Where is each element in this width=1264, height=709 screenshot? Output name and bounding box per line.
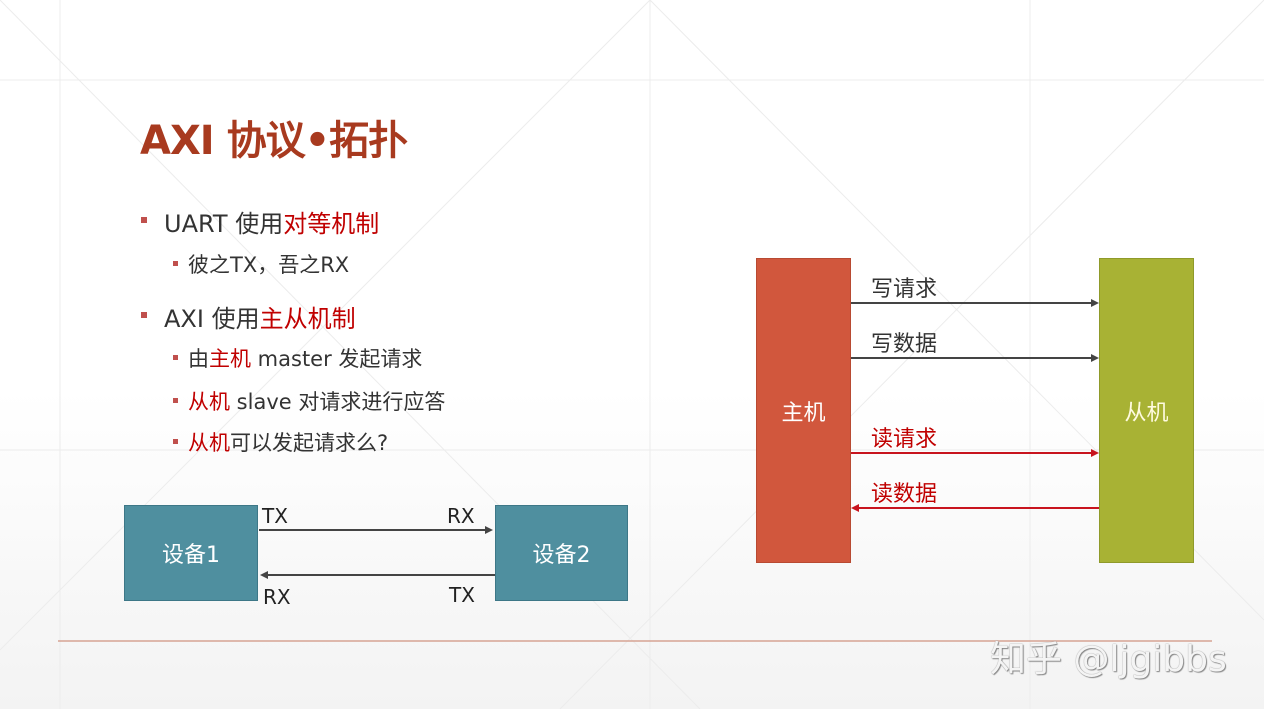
label-rx-left: RX [263, 585, 291, 609]
text: UART 使用 [164, 210, 284, 238]
device-2-box: 设备2 [495, 505, 628, 601]
bullet-icon [173, 439, 178, 444]
highlight: 对等机制 [283, 210, 380, 238]
arrowhead [851, 504, 859, 512]
bullet-axi: AXI 使用主从机制 [164, 299, 356, 334]
bullet-icon [173, 261, 178, 266]
label-rx-right: RX [447, 504, 475, 528]
bullet-slave: 从机 slave 对请求进行应答 [188, 386, 445, 416]
arrowhead [1091, 449, 1099, 457]
slave-box: 从机 [1099, 258, 1194, 563]
bullet-question: 从机可以发起请求么? [188, 427, 388, 457]
label-read-data: 读数据 [871, 482, 938, 507]
bullet-icon [173, 355, 178, 360]
text: AXI 使用 [164, 305, 260, 333]
text: 由 [188, 347, 209, 371]
arrowhead [260, 571, 268, 579]
highlight: 从机 [188, 431, 230, 455]
device-1-box: 设备1 [124, 505, 258, 601]
text: 可以发起请求么? [230, 431, 389, 455]
arrowhead [1091, 354, 1099, 362]
bullet-icon [141, 312, 147, 318]
bullet-icon [141, 217, 147, 223]
highlight: 从机 [188, 390, 230, 414]
label-tx-left: TX [262, 504, 288, 528]
page-title: AXI 协议•拓扑 [140, 118, 408, 164]
label-write-data: 写数据 [871, 332, 938, 357]
master-box: 主机 [756, 258, 851, 563]
bullet-uart-sub: 彼之TX，吾之RX [188, 253, 350, 277]
bullet-icon [173, 398, 178, 403]
arrowhead [1091, 299, 1099, 307]
highlight: 主机 [209, 347, 251, 371]
highlight: 主从机制 [259, 305, 356, 333]
text: slave 对请求进行应答 [230, 390, 446, 414]
bullet-master: 由主机 master 发起请求 [188, 343, 422, 373]
text: master 发起请求 [251, 347, 423, 371]
watermark: 知乎 @ljgibbs [990, 639, 1227, 680]
arrowhead [485, 526, 493, 534]
label-read-request: 读请求 [871, 427, 938, 452]
label-tx-right: TX [449, 583, 475, 607]
bullet-uart: UART 使用对等机制 [164, 204, 379, 239]
label-write-request: 写请求 [871, 277, 938, 302]
